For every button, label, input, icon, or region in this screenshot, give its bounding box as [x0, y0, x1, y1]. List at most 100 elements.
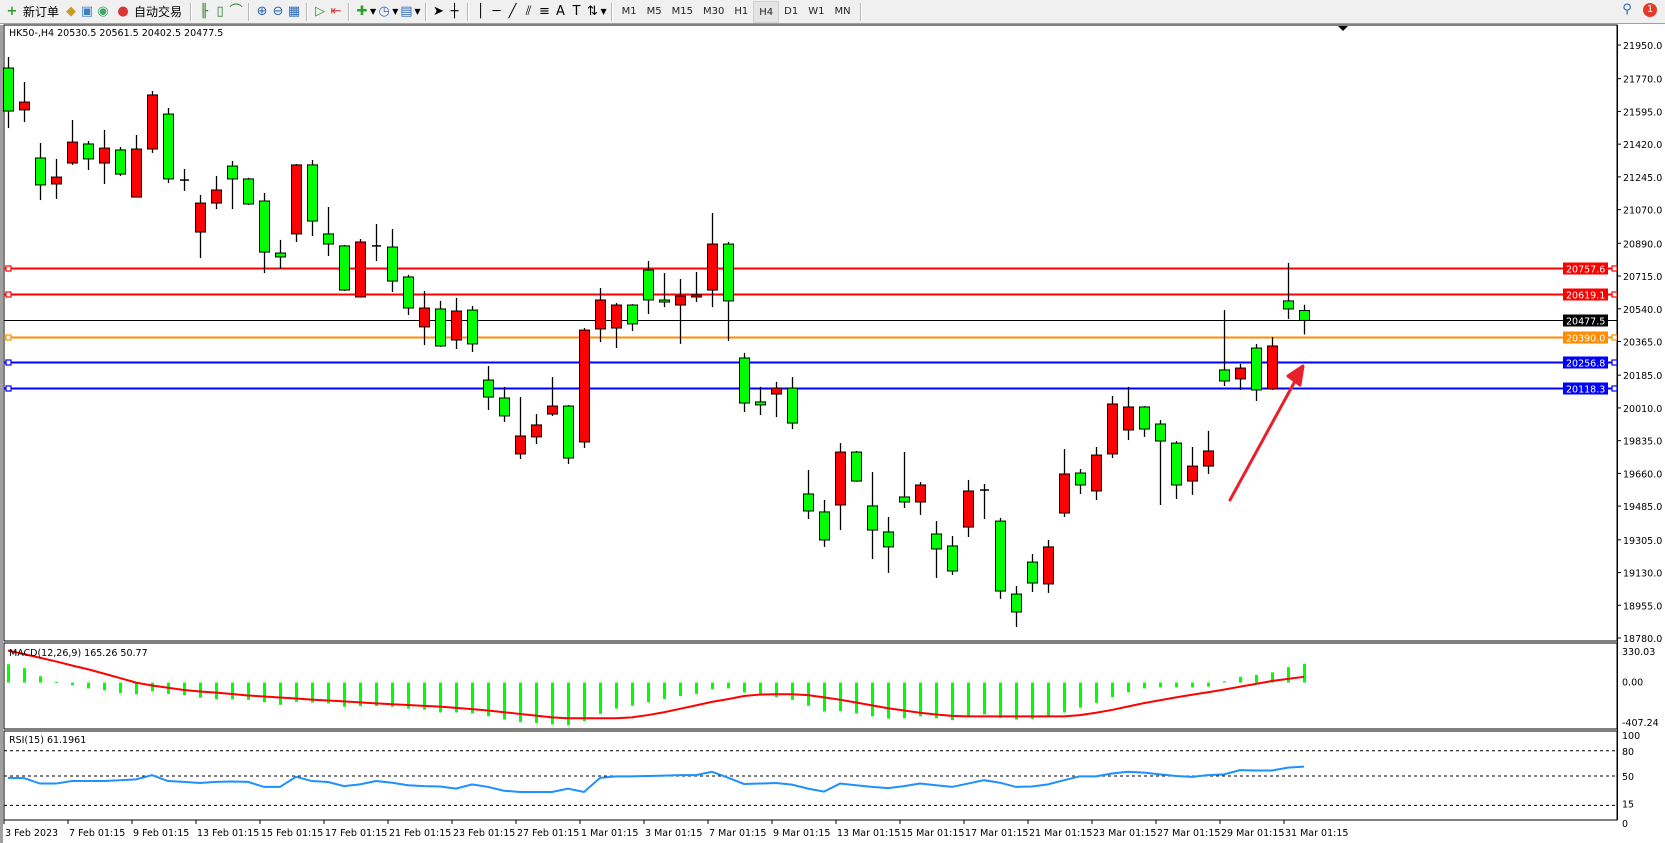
- candle-body: [1283, 300, 1294, 310]
- macd-histogram-bar: [1191, 682, 1194, 688]
- dropdown-arrow-icon[interactable]: ▼: [414, 7, 421, 16]
- macd-axis-label: 330.03: [1622, 647, 1655, 658]
- trendline-icon[interactable]: ╱: [508, 3, 517, 19]
- market-watch-icon[interactable]: ▣: [80, 3, 94, 19]
- search-icon[interactable]: ⚲: [1622, 2, 1632, 17]
- indicators-icon[interactable]: ✚: [356, 3, 368, 19]
- candlestick-icon[interactable]: ▯: [216, 3, 224, 19]
- macd-histogram-bar: [1031, 682, 1034, 719]
- line-anchor-handle[interactable]: [5, 359, 12, 366]
- macd-histogram-bar: [983, 682, 986, 715]
- candle: [995, 517, 1006, 599]
- timeframe-m15[interactable]: M15: [671, 5, 694, 17]
- timeframe-w1[interactable]: W1: [808, 5, 825, 17]
- candle-body: [307, 164, 318, 222]
- line-anchor-handle[interactable]: [1611, 359, 1618, 366]
- left-border: [0, 25, 3, 843]
- auto-trading-button[interactable]: ● 自动交易: [111, 1, 186, 23]
- timeframe-mn[interactable]: MN: [834, 5, 851, 17]
- candle: [483, 366, 494, 410]
- candle: [275, 239, 286, 269]
- dropdown-arrow-icon[interactable]: ▼: [370, 7, 377, 16]
- new-order-button[interactable]: + 新订单: [0, 1, 63, 23]
- zoom-in-icon[interactable]: ⊕: [256, 3, 268, 19]
- rsi-axis-label: 50: [1622, 772, 1634, 783]
- tile-windows-icon[interactable]: ▦: [287, 3, 301, 19]
- candle: [211, 175, 222, 210]
- horizontal-line-icon[interactable]: ─: [492, 3, 501, 19]
- candle-body: [323, 233, 334, 245]
- dropdown-arrow-icon[interactable]: ▼: [392, 7, 399, 16]
- timeframe-h1[interactable]: H1: [734, 5, 749, 17]
- candle-body: [99, 147, 110, 164]
- bar-chart-icon[interactable]: ╟: [200, 3, 208, 19]
- candle-body: [819, 511, 830, 541]
- dropdown-arrow-icon[interactable]: ▼: [600, 7, 607, 16]
- candle-body: [403, 276, 414, 309]
- line-anchor-handle[interactable]: [5, 291, 12, 298]
- line-anchor-handle[interactable]: [1611, 265, 1618, 272]
- periods-icon[interactable]: ◷: [378, 3, 390, 19]
- line-chart-icon[interactable]: ⌒: [229, 3, 243, 19]
- zoom-out-icon[interactable]: ⊖: [272, 3, 284, 19]
- line-anchor-handle[interactable]: [1611, 334, 1618, 341]
- price-axis-label: 19485.0: [1623, 502, 1662, 513]
- macd-axis-label: 0.00: [1622, 678, 1643, 689]
- signals-icon[interactable]: ◉: [97, 3, 109, 19]
- price-axis-label: 19835.0: [1623, 437, 1662, 448]
- candle: [227, 160, 238, 210]
- templates-icon[interactable]: ▤: [400, 3, 413, 19]
- timeframe-m30[interactable]: M30: [703, 5, 725, 17]
- timeframe-m5[interactable]: M5: [646, 5, 662, 17]
- line-anchor-handle[interactable]: [5, 385, 12, 392]
- macd-histogram-bar: [87, 682, 90, 689]
- crosshair-icon[interactable]: ┼: [450, 3, 459, 19]
- text-icon[interactable]: A: [556, 3, 565, 19]
- macd-histogram-bar: [1079, 682, 1082, 708]
- macd-histogram-bar: [727, 682, 730, 689]
- candle-body: [803, 493, 814, 512]
- separator: [859, 2, 862, 21]
- candle-body: [275, 252, 286, 258]
- macd-histogram-bar: [599, 682, 602, 714]
- timeframe-d1[interactable]: D1: [784, 5, 799, 17]
- line-anchor-handle[interactable]: [5, 334, 12, 341]
- price-axis-label: 21420.0: [1623, 140, 1662, 151]
- timeframe-h4[interactable]: H4: [753, 0, 780, 23]
- line-anchor-handle[interactable]: [5, 265, 12, 272]
- price-level-label: 20757.6: [1566, 265, 1605, 276]
- arrows-icon[interactable]: ⇅: [587, 3, 598, 19]
- candle: [915, 481, 926, 515]
- chart-shift-marker[interactable]: [1338, 26, 1348, 31]
- timeframe-m1[interactable]: M1: [621, 5, 637, 17]
- annotation-arrow-shaft[interactable]: [1228, 381, 1296, 502]
- macd-histogram-bar: [215, 682, 218, 700]
- candle-body: [451, 310, 462, 341]
- candle: [611, 302, 622, 349]
- macd-histogram-bar: [375, 682, 378, 707]
- vertical-line-icon[interactable]: │: [476, 3, 485, 19]
- cursor-icon[interactable]: ➤: [433, 3, 444, 19]
- date-axis-label: 31 Mar 01:15: [1285, 828, 1348, 839]
- annotation-arrow-head-icon[interactable]: [1286, 364, 1305, 387]
- notification-badge[interactable]: 1: [1643, 3, 1657, 17]
- macd-histogram-bar: [631, 682, 634, 706]
- channel-icon[interactable]: ⫽: [525, 3, 532, 19]
- line-anchor-handle[interactable]: [1611, 385, 1618, 392]
- macd-histogram-bar: [55, 681, 58, 683]
- candle-body: [243, 178, 254, 205]
- auto-scroll-icon[interactable]: ▷: [315, 3, 326, 19]
- macd-histogram-bar: [535, 682, 538, 724]
- line-anchor-handle[interactable]: [1611, 291, 1618, 298]
- macd-histogram-bar: [247, 682, 250, 700]
- candle-body: [755, 401, 766, 406]
- chart-shift-icon[interactable]: ⇤: [330, 3, 342, 19]
- history-icon[interactable]: ◆: [66, 3, 77, 19]
- date-axis-label: 1 Mar 01:15: [581, 828, 638, 839]
- candle: [19, 82, 30, 123]
- text-label-icon[interactable]: T: [572, 3, 581, 19]
- candle-body: [1299, 310, 1310, 321]
- fibonacci-icon[interactable]: ≡: [539, 3, 550, 19]
- candle-body: [1203, 450, 1214, 467]
